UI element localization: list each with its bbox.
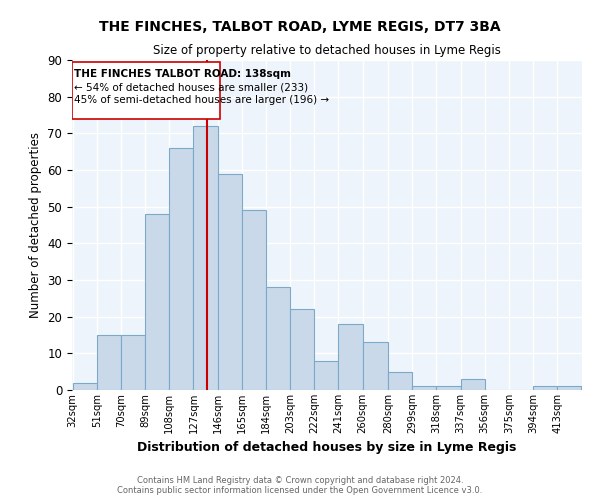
Text: ← 54% of detached houses are smaller (233): ← 54% of detached houses are smaller (23…	[74, 82, 308, 92]
Bar	[388, 372, 412, 390]
X-axis label: Distribution of detached houses by size in Lyme Regis: Distribution of detached houses by size …	[137, 442, 517, 454]
Bar	[362, 342, 388, 390]
Text: THE FINCHES TALBOT ROAD: 138sqm: THE FINCHES TALBOT ROAD: 138sqm	[74, 69, 291, 79]
Text: 45% of semi-detached houses are larger (196) →: 45% of semi-detached houses are larger (…	[74, 95, 329, 105]
Bar	[121, 335, 145, 390]
Bar	[218, 174, 242, 390]
Text: THE FINCHES, TALBOT ROAD, LYME REGIS, DT7 3BA: THE FINCHES, TALBOT ROAD, LYME REGIS, DT…	[99, 20, 501, 34]
Bar	[266, 288, 290, 390]
Bar	[169, 148, 193, 390]
Bar	[145, 214, 169, 390]
Bar	[557, 386, 581, 390]
Bar	[72, 62, 220, 118]
Bar	[290, 310, 314, 390]
Bar	[412, 386, 436, 390]
Text: Contains HM Land Registry data © Crown copyright and database right 2024.
Contai: Contains HM Land Registry data © Crown c…	[118, 476, 482, 495]
Bar	[461, 379, 485, 390]
Bar	[314, 360, 338, 390]
Bar	[436, 386, 461, 390]
Bar	[73, 382, 97, 390]
Bar	[338, 324, 362, 390]
Bar	[97, 335, 121, 390]
Bar	[533, 386, 557, 390]
Y-axis label: Number of detached properties: Number of detached properties	[29, 132, 42, 318]
Bar	[242, 210, 266, 390]
Title: Size of property relative to detached houses in Lyme Regis: Size of property relative to detached ho…	[153, 44, 501, 58]
Bar	[193, 126, 218, 390]
